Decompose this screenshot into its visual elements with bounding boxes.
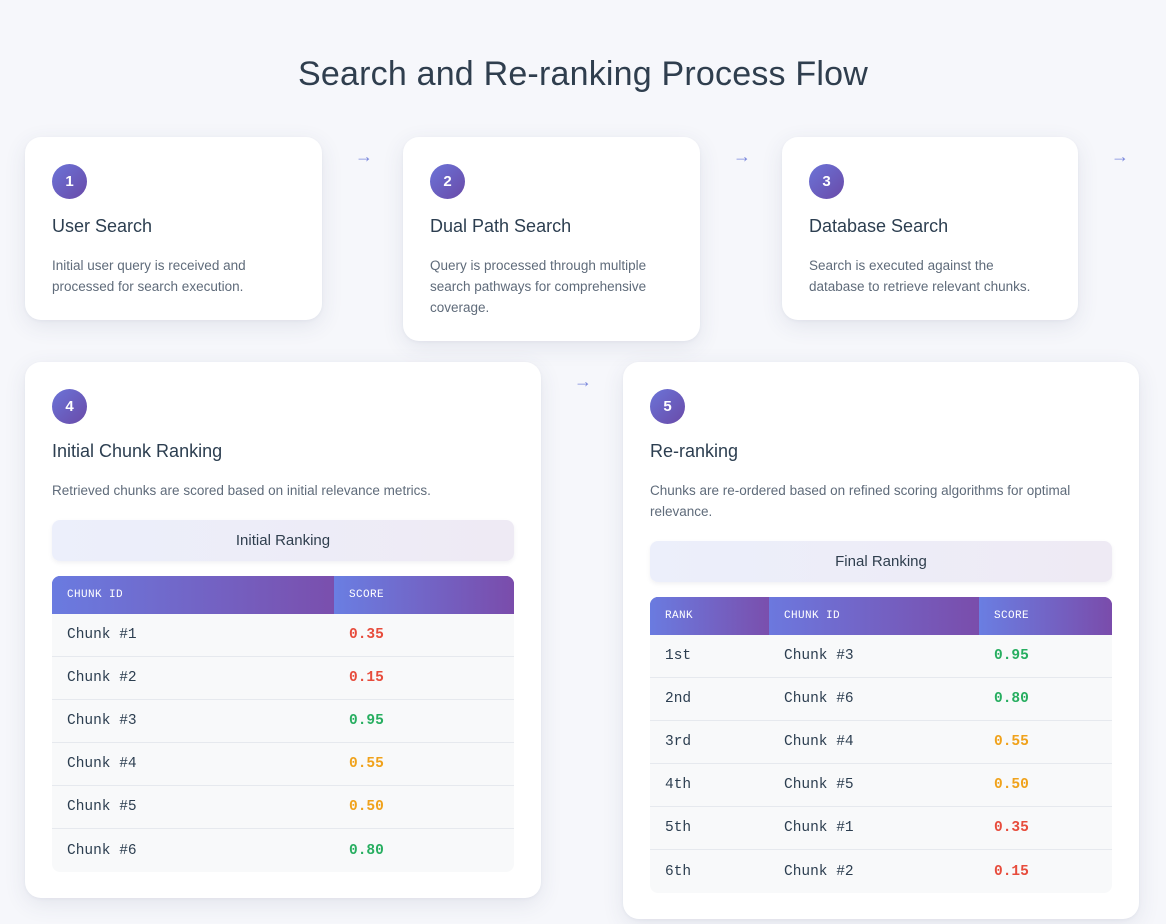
initial-ranking-heading: Initial Ranking bbox=[52, 520, 514, 561]
rank-cell: 6th bbox=[650, 850, 769, 893]
column-header-score: SCORE bbox=[334, 576, 514, 614]
score-cell: 0.95 bbox=[334, 700, 514, 743]
column-header-rank: RANK bbox=[650, 597, 769, 635]
chunk-id-cell: Chunk #5 bbox=[52, 786, 334, 829]
arrow-right-icon: → bbox=[733, 146, 751, 166]
chunk-id-cell: Chunk #3 bbox=[769, 635, 979, 678]
arrow-right-icon: → bbox=[574, 371, 592, 391]
page-title: Search and Re-ranking Process Flow bbox=[298, 55, 868, 93]
column-header-score: SCORE bbox=[979, 597, 1112, 635]
initial-ranking-table: CHUNK ID SCORE Chunk #1 0.35 Chunk #2 0.… bbox=[52, 576, 514, 872]
step-card-database-search: 3 Database Search Search is executed aga… bbox=[782, 137, 1078, 320]
step-title: User Search bbox=[52, 216, 153, 236]
table-row: Chunk #4 0.55 bbox=[52, 743, 514, 786]
chunk-id-cell: Chunk #1 bbox=[52, 614, 334, 657]
final-ranking-table: RANK CHUNK ID SCORE 1st Chunk #3 0.95 2n… bbox=[650, 597, 1112, 893]
score-cell: 0.15 bbox=[979, 850, 1112, 893]
table-row: Chunk #3 0.95 bbox=[52, 700, 514, 743]
chunk-id-cell: Chunk #4 bbox=[52, 743, 334, 786]
step-description: Search is executed against the database … bbox=[809, 258, 1031, 294]
table-header-row: CHUNK ID SCORE bbox=[52, 576, 514, 614]
step-description: Query is processed through multiple sear… bbox=[430, 258, 647, 315]
score-cell: 0.35 bbox=[979, 807, 1112, 850]
rank-cell: 3rd bbox=[650, 721, 769, 764]
step-number-badge: 1 bbox=[52, 164, 87, 199]
score-cell: 0.50 bbox=[334, 786, 514, 829]
arrow-right-icon: → bbox=[355, 146, 373, 166]
step-description: Initial user query is received and proce… bbox=[52, 258, 246, 294]
table-row: 3rd Chunk #4 0.55 bbox=[650, 721, 1112, 764]
score-cell: 0.50 bbox=[979, 764, 1112, 807]
chunk-id-cell: Chunk #2 bbox=[769, 850, 979, 893]
chunk-id-cell: Chunk #2 bbox=[52, 657, 334, 700]
table-row: Chunk #1 0.35 bbox=[52, 614, 514, 657]
table-row: 4th Chunk #5 0.50 bbox=[650, 764, 1112, 807]
step-card-dual-path-search: 2 Dual Path Search Query is processed th… bbox=[403, 137, 700, 341]
arrow-right-icon: → bbox=[1111, 146, 1129, 166]
chunk-id-cell: Chunk #3 bbox=[52, 700, 334, 743]
chunk-id-cell: Chunk #5 bbox=[769, 764, 979, 807]
table-row: 2nd Chunk #6 0.80 bbox=[650, 678, 1112, 721]
chunk-id-cell: Chunk #6 bbox=[52, 829, 334, 872]
rank-cell: 2nd bbox=[650, 678, 769, 721]
step-title: Re-ranking bbox=[650, 441, 739, 461]
step-description: Chunks are re-ordered based on refined s… bbox=[650, 483, 1071, 519]
score-cell: 0.95 bbox=[979, 635, 1112, 678]
table-row: 5th Chunk #1 0.35 bbox=[650, 807, 1112, 850]
table-header-row: RANK CHUNK ID SCORE bbox=[650, 597, 1112, 635]
step-number-badge: 3 bbox=[809, 164, 844, 199]
score-cell: 0.35 bbox=[334, 614, 514, 657]
rank-cell: 5th bbox=[650, 807, 769, 850]
score-cell: 0.80 bbox=[334, 829, 514, 872]
table-row: Chunk #5 0.50 bbox=[52, 786, 514, 829]
score-cell: 0.55 bbox=[979, 721, 1112, 764]
rank-cell: 1st bbox=[650, 635, 769, 678]
table-row: Chunk #2 0.15 bbox=[52, 657, 514, 700]
step-card-initial-chunk-ranking: 4 Initial Chunk Ranking Retrieved chunks… bbox=[25, 362, 541, 898]
final-ranking-heading: Final Ranking bbox=[650, 541, 1112, 582]
step-title: Initial Chunk Ranking bbox=[52, 441, 223, 461]
table-row: 6th Chunk #2 0.15 bbox=[650, 850, 1112, 893]
step-number-badge: 5 bbox=[650, 389, 685, 424]
score-cell: 0.15 bbox=[334, 657, 514, 700]
score-cell: 0.55 bbox=[334, 743, 514, 786]
rank-cell: 4th bbox=[650, 764, 769, 807]
chunk-id-cell: Chunk #1 bbox=[769, 807, 979, 850]
step-number-badge: 4 bbox=[52, 389, 87, 424]
step-title: Dual Path Search bbox=[430, 216, 572, 236]
chunk-id-cell: Chunk #6 bbox=[769, 678, 979, 721]
column-header-chunk-id: CHUNK ID bbox=[52, 576, 334, 614]
chunk-id-cell: Chunk #4 bbox=[769, 721, 979, 764]
step-card-user-search: 1 User Search Initial user query is rece… bbox=[25, 137, 322, 320]
step-title: Database Search bbox=[809, 216, 949, 236]
column-header-chunk-id: CHUNK ID bbox=[769, 597, 979, 635]
score-cell: 0.80 bbox=[979, 678, 1112, 721]
table-row: Chunk #6 0.80 bbox=[52, 829, 514, 872]
step-card-re-ranking: 5 Re-ranking Chunks are re-ordered based… bbox=[623, 362, 1139, 919]
step-description: Retrieved chunks are scored based on ini… bbox=[52, 483, 431, 498]
step-number-badge: 2 bbox=[430, 164, 465, 199]
table-row: 1st Chunk #3 0.95 bbox=[650, 635, 1112, 678]
